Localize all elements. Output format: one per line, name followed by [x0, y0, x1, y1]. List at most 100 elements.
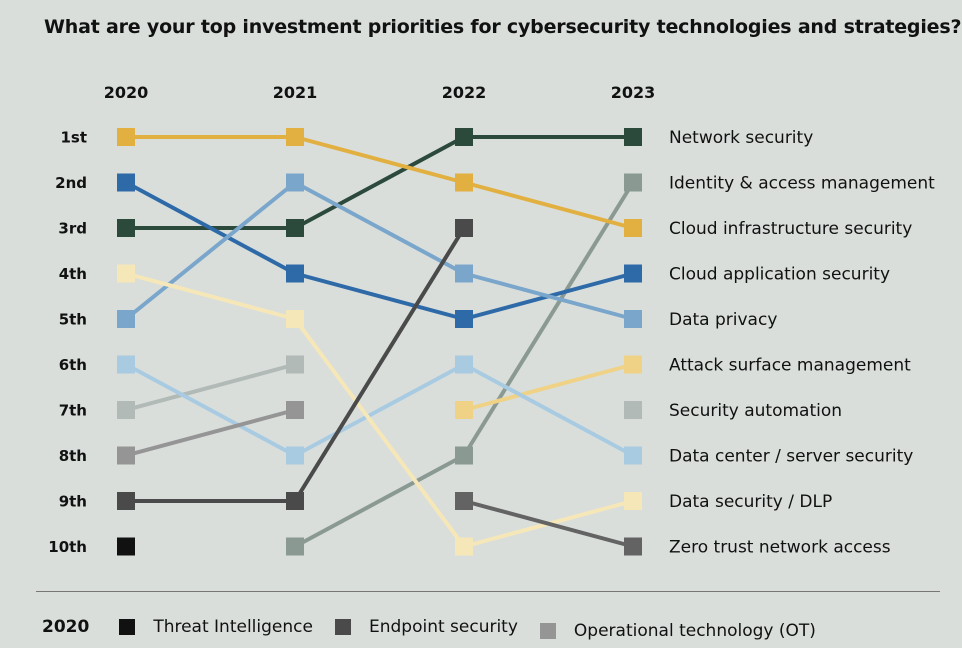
series-line-cloud-application-security [125, 180, 296, 276]
marker-security-automation [624, 401, 642, 419]
series-line-data-privacy [463, 271, 634, 321]
marker-cloud-infrastructure-security [117, 128, 135, 146]
series-line-identity-access-management [294, 453, 465, 549]
series-label-identity-access-management: Identity & access management [669, 174, 935, 194]
marker-cloud-application-security [455, 310, 473, 328]
series-line-data-security-dlp [125, 271, 296, 321]
marker-identity-access-management [455, 446, 473, 465]
series-line-zero-trust-network-access [463, 499, 634, 549]
marker-cloud-application-security [286, 264, 304, 283]
year-label: 2022 [442, 83, 487, 102]
legend-year: 2020 [42, 617, 90, 637]
legend-swatch [539, 623, 556, 639]
legend-label: Operational technology (OT) [573, 621, 816, 641]
marker-data-center-server-security [117, 355, 135, 374]
legend-item-operational-technology: Operational technology (OT) [539, 621, 816, 641]
chart-title: What are your top investment priorities … [44, 16, 962, 38]
marker-data-security-dlp [117, 264, 135, 283]
marker-security-automation [286, 355, 304, 374]
legend-label: Threat Intelligence [153, 617, 313, 637]
marker-threat-intelligence [117, 537, 135, 556]
legend-item-threat-intelligence: Threat Intelligence [119, 617, 313, 637]
series-line-data-center-server-security [463, 362, 634, 458]
legend-label: Endpoint security [368, 617, 518, 637]
rank-label: 6th [59, 356, 87, 374]
marker-security-automation [117, 401, 135, 419]
series-label-security-automation: Security automation [669, 401, 842, 421]
marker-data-privacy [624, 310, 642, 328]
marker-identity-access-management [624, 173, 642, 192]
series-line-operational-technology-ot [125, 408, 296, 458]
marker-network-security [286, 219, 304, 237]
marker-network-security [455, 128, 473, 146]
series-line-data-privacy [294, 180, 465, 276]
rank-label: 8th [59, 447, 87, 465]
series-line-data-center-server-security [125, 362, 296, 458]
series-label-cloud-application-security: Cloud application security [669, 265, 890, 285]
marker-operational-technology-ot [117, 446, 135, 465]
rank-label: 9th [59, 493, 87, 511]
rank-label: 4th [59, 265, 87, 283]
marker-endpoint-security [286, 492, 304, 510]
series-line-data-security-dlp [293, 317, 466, 548]
series-label-zero-trust-network-access: Zero trust network access [669, 538, 891, 558]
series-label-network-security: Network security [669, 128, 813, 148]
marker-attack-surface-management [624, 355, 642, 374]
year-label: 2020 [104, 83, 149, 102]
series-line-endpoint-security [293, 226, 466, 503]
marker-data-privacy [286, 173, 304, 192]
legend-swatch [334, 619, 351, 635]
series-line-attack-surface-management [463, 362, 634, 412]
rank-label: 1st [60, 129, 87, 147]
year-label: 2021 [273, 83, 318, 102]
series-line-security-automation [125, 362, 296, 412]
rank-label: 10th [48, 538, 87, 556]
series-label-data-center-server-security: Data center / server security [669, 447, 913, 467]
marker-data-center-server-security [455, 355, 473, 374]
marker-attack-surface-management [455, 401, 473, 419]
series-markers [117, 128, 642, 556]
series-label-data-privacy: Data privacy [669, 310, 777, 330]
marker-zero-trust-network-access [455, 492, 473, 510]
series-line-cloud-application-security [294, 271, 465, 321]
series-line-cloud-infrastructure-security [294, 135, 465, 185]
marker-operational-technology-ot [286, 401, 304, 419]
marker-cloud-infrastructure-security [624, 219, 642, 237]
marker-cloud-application-security [117, 173, 135, 192]
series-label-cloud-infrastructure-security: Cloud infrastructure security [669, 219, 912, 239]
series-line-data-center-server-security [294, 362, 465, 458]
marker-zero-trust-network-access [624, 537, 642, 556]
series-label-attack-surface-management: Attack surface management [669, 356, 911, 376]
legend: 2020 Threat Intelligence Endpoint securi… [42, 612, 838, 642]
rank-label: 7th [59, 402, 87, 420]
legend-swatch [119, 619, 136, 635]
marker-data-privacy [117, 310, 135, 328]
marker-cloud-infrastructure-security [455, 173, 473, 192]
legend-divider [36, 591, 940, 592]
bump-chart: 2020 2021 2022 2023 1st 2nd 3rd 4th 5th 6th 7th 8th… [48, 83, 935, 558]
legend-item-endpoint-security: Endpoint security [334, 617, 518, 637]
rank-label: 5th [59, 311, 87, 329]
series-line-data-privacy [124, 180, 297, 321]
marker-data-security-dlp [455, 537, 473, 556]
series-line-cloud-infrastructure-security [463, 180, 634, 230]
marker-network-security [117, 219, 135, 237]
marker-identity-access-management [286, 537, 304, 556]
marker-data-security-dlp [286, 310, 304, 328]
marker-data-privacy [455, 264, 473, 283]
series-line-identity-access-management [462, 181, 635, 457]
marker-cloud-application-security [624, 264, 642, 283]
marker-data-center-server-security [624, 446, 642, 465]
marker-endpoint-security [455, 219, 473, 237]
marker-data-center-server-security [286, 446, 304, 465]
year-label: 2023 [611, 83, 656, 102]
marker-data-security-dlp [624, 492, 642, 510]
marker-network-security [624, 128, 642, 146]
series-line-network-security [294, 135, 465, 230]
rank-label: 2nd [55, 174, 87, 192]
marker-cloud-infrastructure-security [286, 128, 304, 146]
series-lines [124, 135, 635, 549]
marker-endpoint-security [117, 492, 135, 510]
rank-label: 3rd [58, 220, 87, 238]
series-label-data-security-dlp: Data security / DLP [669, 492, 832, 512]
